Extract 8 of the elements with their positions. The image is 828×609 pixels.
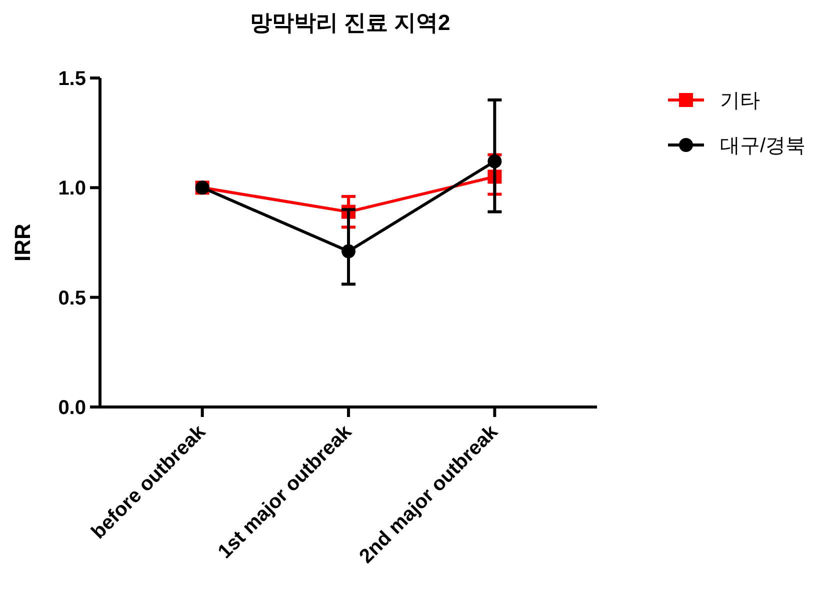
chart-title: 망막박리 진료 지역2 xyxy=(250,10,450,35)
legend-label: 기타 xyxy=(720,90,760,112)
legend-label: 대구/경북 xyxy=(720,135,806,157)
y-tick-label: 1.0 xyxy=(58,178,86,200)
y-tick-label: 0.5 xyxy=(58,287,86,310)
y-tick-label: 0.0 xyxy=(58,397,86,419)
y-tick-label: 1.5 xyxy=(58,68,86,90)
y-axis-title: IRR xyxy=(10,223,35,262)
